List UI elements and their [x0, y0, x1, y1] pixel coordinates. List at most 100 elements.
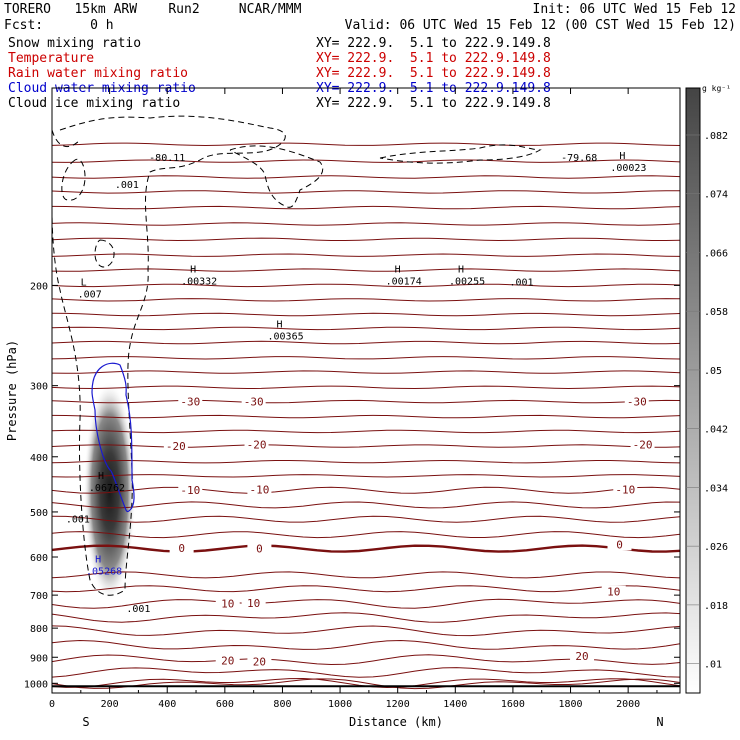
colorbar-tick-label: .066	[704, 248, 728, 259]
temperature-isotherm	[51, 625, 681, 637]
temperature-isotherm	[51, 515, 681, 523]
field-xy: XY= 222.9. 5.1 to 222.9.149.8	[316, 36, 551, 51]
temperature-isotherm	[51, 283, 681, 288]
isotherm-label-bg	[215, 597, 240, 610]
y-tick-label: 500	[30, 508, 48, 519]
y-tick-label: 200	[30, 281, 48, 292]
contour-annotation: .001	[66, 515, 90, 526]
temperature-isotherm	[51, 544, 681, 553]
x-tick-label: 2000	[616, 699, 640, 710]
cloud-water-contour	[91, 362, 135, 513]
header-line2-left: Fcst: 0 h	[4, 18, 114, 33]
header-line1-left: TORERO 15km ARW Run2 NCAR/MMM	[4, 2, 302, 17]
temperature-isotherm	[51, 486, 681, 494]
colorbar-tick-label: .058	[704, 307, 728, 318]
isotherm-label: 0	[616, 538, 623, 551]
cloud-ice-contour	[51, 115, 286, 596]
cloud-ice-contour	[379, 144, 542, 164]
isotherm-label: -10	[615, 484, 635, 497]
y-tick-label: 600	[30, 553, 48, 564]
isotherm-label-bg	[613, 483, 638, 496]
isotherm-label: 20	[575, 650, 588, 663]
temperature-isotherm	[51, 312, 681, 317]
temperature-isotherm	[51, 142, 681, 147]
isotherm-label-bg	[630, 438, 655, 451]
isotherm-label-bg	[601, 585, 626, 598]
x-tick-label: 1000	[328, 699, 352, 710]
x-tick-label: 200	[101, 699, 119, 710]
contour-annotation: .001	[510, 277, 534, 288]
field-label: Cloud ice mixing ratio	[8, 96, 181, 111]
temperature-isotherm	[51, 340, 681, 345]
header-line2-right: Valid: 06 UTC Wed 15 Feb 12 (00 CST Wed …	[344, 18, 736, 33]
extremum-value: .007	[78, 289, 102, 300]
isotherm-label-bg	[163, 440, 188, 453]
y-tick-label: 1000	[24, 679, 48, 690]
temperature-isotherm	[51, 585, 681, 593]
extremum-marker: H	[277, 319, 283, 330]
isotherm-label-bg	[178, 484, 203, 497]
field-label: Temperature	[8, 51, 95, 66]
colorbar-tick-label: .042	[704, 425, 728, 436]
isotherm-label: 20	[221, 655, 234, 668]
extremum-value: .00332	[181, 277, 217, 288]
temperature-isotherm	[51, 356, 681, 360]
temperature-isotherm	[51, 414, 681, 419]
extremum-value: .00255	[449, 277, 485, 288]
x-tick-label: 1800	[558, 699, 582, 710]
cloud-ice-contour	[94, 239, 115, 268]
isotherm-label-bg	[624, 395, 649, 408]
temperature-isotherm	[51, 159, 681, 163]
colorbar	[685, 87, 701, 694]
isotherm-label-bg	[247, 542, 272, 555]
isotherm-label: 10	[221, 597, 234, 610]
temperature-isotherm	[51, 399, 681, 404]
temperature-isotherm	[51, 501, 681, 509]
y-axis-label: Pressure (hPa)	[5, 340, 19, 441]
colorbar-tick-label: .026	[704, 542, 728, 553]
field-label: Rain water mixing ratio	[8, 66, 189, 81]
x-end-label-left: S	[82, 715, 89, 729]
plot-frame	[51, 87, 681, 694]
isotherm-label: -30	[627, 396, 647, 409]
extremum-marker: L	[81, 277, 87, 288]
temperature-isotherm	[51, 429, 681, 434]
cloud-ice-contour	[51, 129, 81, 148]
temperature-isotherm	[51, 598, 681, 609]
extremum-marker: H	[95, 554, 101, 565]
temperature-isotherm	[51, 205, 681, 210]
temperature-isotherm	[51, 474, 681, 478]
temperature-isotherm	[51, 667, 681, 678]
cloud-ice-contour	[61, 158, 86, 201]
x-tick-label: 1400	[443, 699, 467, 710]
contour-annotation: -79.68	[561, 153, 597, 164]
y-tick-label: 300	[30, 382, 48, 393]
contour-annotation: -80.11	[149, 153, 185, 164]
isotherm-label: -20	[247, 439, 267, 452]
x-tick-label: 1600	[501, 699, 525, 710]
field-xy: XY= 222.9. 5.1 to 222.9.149.8	[316, 51, 551, 66]
temperature-isotherm	[51, 268, 681, 272]
isotherm-label: 20	[253, 656, 266, 669]
temperature-isotherm	[51, 612, 681, 623]
colorbar-tick-label: .05	[704, 366, 722, 377]
temperature-isotherm	[51, 326, 681, 331]
temperature-isotherm	[51, 222, 681, 226]
field-label: Snow mixing ratio	[8, 36, 142, 51]
temperature-isotherm	[51, 175, 681, 179]
extremum-marker: H	[190, 265, 196, 276]
isotherm-label-bg	[247, 483, 272, 496]
x-tick-label: 600	[216, 699, 234, 710]
isotherm-label: 10	[607, 586, 620, 599]
extremum-value: .00174	[386, 277, 422, 288]
temperature-isotherm	[51, 237, 681, 242]
isotherm-label-bg	[244, 438, 269, 451]
extremum-value: .00023	[610, 163, 646, 174]
x-tick-label: 1200	[386, 699, 410, 710]
temperature-isotherm	[51, 253, 681, 257]
isotherm-label: -30	[244, 396, 264, 409]
isotherm-label-bg	[178, 395, 203, 408]
x-end-label-right: N	[656, 715, 663, 729]
cloud-ice-contour	[229, 145, 323, 208]
